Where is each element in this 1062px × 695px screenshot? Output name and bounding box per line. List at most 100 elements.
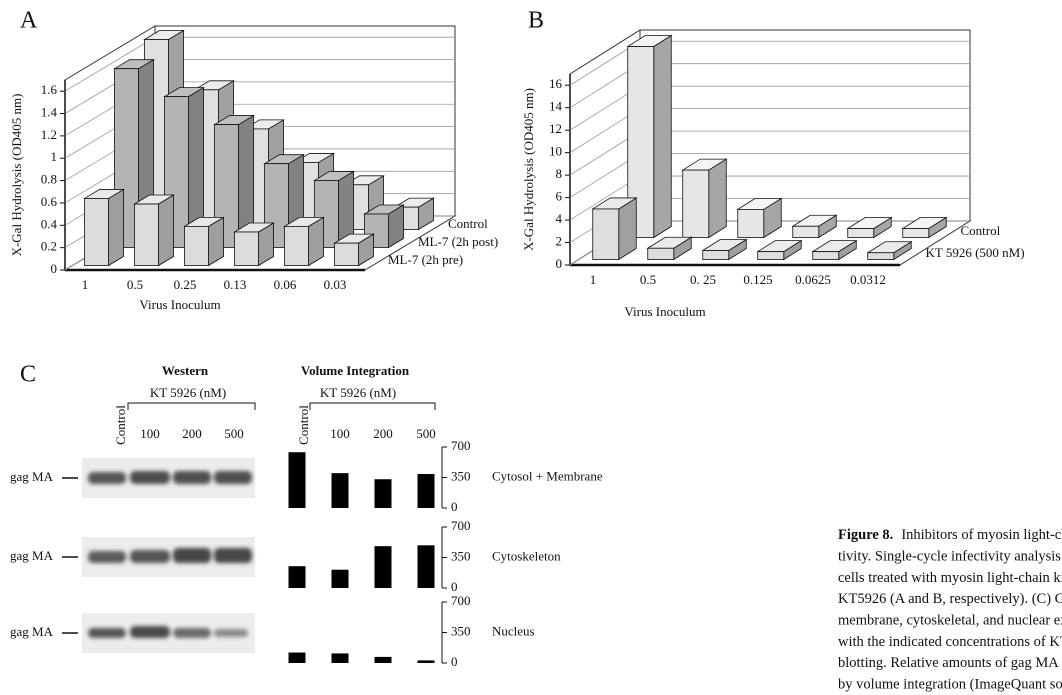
y-tick-label: 350 [451,548,471,563]
lane-label: Control [113,405,128,445]
lane-label: 200 [182,426,202,441]
bar [846,216,893,239]
lane-label: 500 [224,426,244,441]
y-tick-label: 10 [549,144,562,159]
bar [331,569,349,588]
bar-front [84,198,109,266]
bar [374,656,392,663]
series-label: Nucleus [492,623,535,638]
y-tick-label: 700 [451,518,471,533]
y-tick-label: 0 [451,654,458,669]
caption-line: Figure 8. Inhibitors of myosin light-ch [838,527,1062,543]
band-label: gag MA [10,469,54,484]
bar [866,241,913,261]
bar [701,238,748,261]
group-label: KT 5926 (nM) [320,385,396,400]
caption-line: blotting. Relative amounts of gag MA in [838,655,1062,671]
y-tick-label: 8 [556,166,563,181]
band-marker [62,477,78,634]
y-tick-label: 0 [451,499,458,514]
bar [374,479,392,508]
bracket [309,402,436,410]
caption-line: KT5926 (A and B, respectively). (C) Ga [838,591,1062,607]
bar-front [234,231,259,266]
y-axis-label: X-Gal Hydrolysis (OD405 nm) [521,88,536,251]
bar [646,236,693,261]
y-tick-label: 0 [451,579,458,594]
y-tick-label: 700 [451,593,471,608]
bar [288,452,306,508]
bar-side [708,158,727,239]
x-tick-label: 0.25 [174,277,197,292]
bar-front [184,225,209,266]
bar [626,34,673,239]
bar-front [792,225,820,238]
legend-label: Control [961,223,1001,238]
bracket [127,402,256,410]
bar [591,197,638,261]
bar-front [757,251,785,260]
legend-label: ML-7 (2h post) [418,234,498,249]
bar [901,216,948,239]
y-tick-label: 0.8 [41,172,57,187]
bar [331,473,349,508]
y-tick-label: 1 [51,149,58,164]
x-tick-label: 0.0625 [795,272,831,287]
category-label: 200 [373,426,393,441]
bar-front [592,208,620,260]
bar [183,216,225,267]
bar [283,216,325,267]
bar-front [314,180,339,248]
bar-front [682,169,710,238]
blot [82,458,255,653]
bar-front [737,209,765,238]
chart-title: Volume Integration [301,363,410,378]
y-tick-label: 350 [451,623,471,638]
x-axis-label: Virus Inoculum [139,297,220,312]
bar-front [902,228,930,238]
x-tick-label: 0.5 [127,277,143,292]
bar-side [108,188,124,267]
y-tick-label: 0.4 [41,216,58,231]
y-tick-label: 1.4 [41,105,58,120]
caption-line: cells treated with myosin light-chain ki… [838,570,1062,586]
y-tick-label: 0.6 [41,194,58,209]
y-axis-label: X-Gal Hydrolysis (OD405 nm) [9,94,24,257]
bar-front [627,46,655,238]
y-tick-label: 14 [549,99,563,114]
bar [363,204,405,249]
group-label: KT 5926 (nM) [150,385,226,400]
bar [333,233,375,267]
y-tick-label: 0 [51,261,58,276]
bar-front [334,242,359,266]
bar [313,170,355,249]
western-title: Western [162,363,209,378]
y-tick-label: 2 [556,234,563,249]
caption-label: Figure 8. [838,527,893,543]
bar [288,566,306,588]
y-tick-label: 12 [549,121,562,136]
bar [791,214,838,239]
category-label: Control [296,405,311,445]
y-tick-label: 16 [549,76,563,91]
y-tick-label: 1.6 [41,82,58,97]
bar-front [812,251,840,260]
bar [417,474,435,508]
bar-front [847,228,875,238]
bar [233,222,275,267]
x-tick-label: 0.06 [274,277,297,292]
panel-label: C [20,362,36,388]
lane-label: 100 [140,426,160,441]
x-tick-label: 0.125 [743,272,772,287]
bar [393,197,435,231]
bar-side [158,194,174,267]
bar [288,652,306,663]
panel-label: A [20,8,38,34]
bar [331,653,349,663]
bar-side [653,34,672,239]
series-label: Cytoskeleton [492,548,561,563]
band-label: gag MA [10,548,54,563]
bar [83,188,125,267]
bar-front [134,203,159,266]
